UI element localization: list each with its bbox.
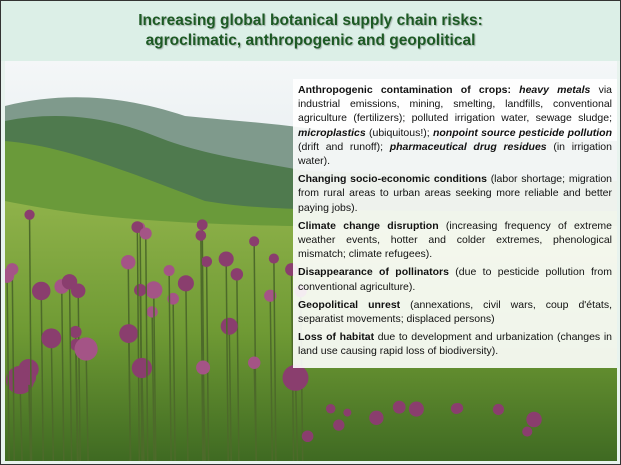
flower-head bbox=[62, 274, 77, 289]
flower-head bbox=[69, 326, 81, 338]
text-run: Changing socio-economic conditions bbox=[298, 173, 487, 185]
flower-head bbox=[269, 254, 279, 264]
flower-head bbox=[369, 411, 383, 425]
flower-head bbox=[196, 361, 210, 375]
flower-head bbox=[201, 256, 212, 267]
flower-head bbox=[526, 412, 541, 427]
flower-head bbox=[302, 430, 314, 442]
flower-head bbox=[493, 404, 504, 415]
flower-head bbox=[75, 337, 98, 360]
flower-head bbox=[140, 228, 152, 240]
text-run: Climate change disruption bbox=[298, 220, 439, 232]
flower-head bbox=[409, 402, 424, 417]
flower-head bbox=[24, 210, 34, 220]
flower-head bbox=[164, 265, 175, 276]
flower-head bbox=[41, 328, 61, 348]
text-run: nonpoint source pesticide pollution bbox=[433, 127, 612, 139]
flower-head bbox=[132, 358, 152, 378]
flower-head bbox=[32, 282, 50, 300]
title-line: Increasing global botanical supply chain… bbox=[138, 11, 483, 31]
flower-head bbox=[231, 268, 243, 280]
flower-head bbox=[178, 275, 194, 291]
flower-head bbox=[522, 426, 532, 436]
flower-head bbox=[196, 230, 207, 241]
flower-head bbox=[248, 357, 260, 369]
text-run: Disappearance of pollinators bbox=[298, 266, 449, 278]
flower-head bbox=[119, 324, 138, 343]
flower-head bbox=[343, 409, 351, 417]
text-run: microplastics bbox=[298, 127, 366, 139]
flower-head bbox=[393, 401, 406, 414]
flower-head bbox=[134, 284, 146, 296]
title-bar: Increasing global botanical supply chain… bbox=[1, 1, 620, 61]
risk-paragraph: Changing socio-economic conditions (labo… bbox=[298, 172, 612, 215]
text-run: Geopolitical unrest bbox=[298, 299, 400, 311]
flower-head bbox=[283, 365, 309, 391]
flower-head bbox=[145, 281, 162, 298]
text-run: pharmaceutical drug residues bbox=[390, 141, 547, 153]
risk-paragraph: Anthropogenic contamination of crops: he… bbox=[298, 83, 612, 168]
flower-head bbox=[249, 236, 259, 246]
flower-head bbox=[219, 251, 234, 266]
flower-head bbox=[221, 318, 238, 335]
risk-text-box: Anthropogenic contamination of crops: he… bbox=[293, 79, 617, 368]
text-run: Anthropogenic contamination of crops: bbox=[298, 84, 519, 96]
flower-head bbox=[146, 306, 157, 317]
flower-head bbox=[333, 419, 344, 430]
text-run: heavy metals bbox=[519, 84, 590, 96]
text-run: (drift and runoff); bbox=[298, 141, 390, 153]
risk-paragraph: Geopolitical unrest (annexations, civil … bbox=[298, 298, 612, 326]
slide: Increasing global botanical supply chain… bbox=[0, 0, 621, 465]
flower-head bbox=[451, 403, 462, 414]
flower-head bbox=[197, 219, 208, 230]
risk-paragraph: Loss of habitat due to development and u… bbox=[298, 330, 612, 358]
risk-paragraph: Climate change disruption (increasing fr… bbox=[298, 219, 612, 262]
text-run: Loss of habitat bbox=[298, 331, 374, 343]
flower-head bbox=[121, 255, 135, 269]
title-line: agroclimatic, anthropogenic and geopolit… bbox=[146, 31, 476, 51]
flower-head bbox=[326, 404, 335, 413]
flower-head bbox=[22, 371, 36, 385]
text-run: (ubiquitous!); bbox=[366, 127, 433, 139]
risk-paragraph: Disappearance of pollinators (due to pes… bbox=[298, 265, 612, 293]
